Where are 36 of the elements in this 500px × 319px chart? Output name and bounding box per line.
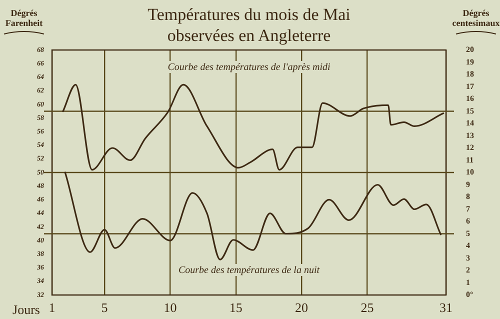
x-tick-label: 25: [360, 300, 374, 316]
y2-tick-label: 15: [466, 106, 474, 116]
y2-tick-label: 12: [466, 143, 474, 152]
y2-tick-label: 8: [466, 192, 470, 202]
y2-tick-label: 7: [466, 204, 470, 214]
y2-tick-label: 16: [466, 94, 474, 104]
line-series: [64, 172, 442, 260]
series-label: Courbe des températures de l'après midi: [168, 62, 331, 73]
y2-tick-label: 19: [466, 57, 474, 66]
y2-tick-label: 17: [466, 82, 474, 91]
y2-tick-label: 11: [466, 155, 474, 164]
y2-tick-label: 5: [466, 228, 470, 238]
x-axis-title: Jours: [12, 302, 40, 317]
y2-tick-label: 9: [466, 180, 470, 189]
line-series: [62, 84, 444, 171]
y2-tick-label: 18: [466, 70, 474, 79]
x-tick-label: 1: [48, 300, 56, 316]
y2-tick-label: 0°: [466, 290, 474, 300]
y2-tick-label: 2: [466, 266, 470, 275]
x-tick-label: 5: [101, 300, 108, 316]
y2-tick-label: 14: [466, 118, 474, 128]
y2-axis-title: Dégrés centesimaux: [452, 8, 500, 28]
y2-tick-label: 1: [466, 278, 470, 287]
y2-tick-label: 20: [466, 45, 474, 54]
y-axis-title: Dégrés Farenheit: [5, 8, 43, 28]
x-tick-label: 10: [164, 300, 177, 316]
x-tick-label: 20: [295, 300, 308, 316]
x-tick-label: 15: [229, 300, 242, 316]
chart-title: Températures du mois de Mai observées en Angleterre: [148, 5, 351, 45]
text: Courbe des températures de la nuit: [178, 265, 320, 276]
y2-tick-label: 13: [466, 130, 474, 140]
y2-tick-label: 4: [466, 241, 470, 250]
y2-tick-label: 3: [466, 253, 470, 262]
y2-tick-label: 6: [466, 216, 470, 226]
x-tick-label: 31: [440, 300, 452, 316]
y2-tick-label: 10: [466, 168, 474, 177]
